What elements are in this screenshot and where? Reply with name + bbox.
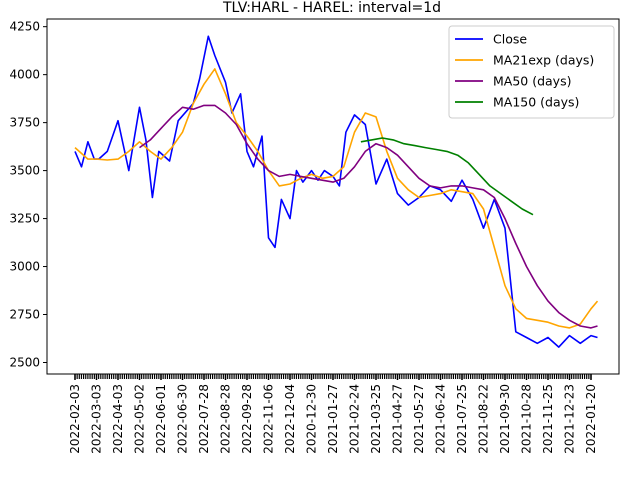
x-tick-label: 2022-12-04 [283, 384, 297, 454]
y-tick-label: 3000 [9, 260, 40, 274]
y-tick-label: 4000 [9, 68, 40, 82]
chart-title: TLV:HARL - HAREL: interval=1d [222, 0, 441, 16]
x-tick-label: 2022-06-30 [176, 384, 190, 454]
x-tick-label: 2021-01-27 [326, 384, 340, 454]
legend: Close MA21exp (days) MA50 (days) MA150 (day… [448, 25, 615, 119]
x-tick-label: 2021-07-25 [455, 384, 469, 454]
x-tick-label: 2022-07-28 [197, 384, 211, 454]
legend-box [448, 25, 615, 119]
y-axis: 2500 2750 3000 3250 3500 3750 4000 4250 [9, 20, 47, 369]
legend-label: MA50 (days) [493, 74, 571, 89]
x-tick-label: 2022-06-01 [154, 384, 168, 454]
x-tick-label: 2021-10-28 [520, 384, 534, 454]
x-tick-label: 2022-05-02 [133, 384, 147, 454]
legend-label: MA150 (days) [493, 95, 579, 110]
x-tick-label: 2022-01-20 [584, 384, 598, 454]
x-tick-label: 2021-06-24 [434, 384, 448, 454]
x-tick-label: 2022-08-28 [219, 384, 233, 454]
x-tick-label: 2021-05-27 [412, 384, 426, 454]
x-tick-label: 2022-02-03 [68, 384, 82, 454]
y-tick-label: 3500 [9, 164, 40, 178]
series-line-3 [360, 137, 534, 216]
series-lines [74, 35, 599, 348]
x-tick-label: 2022-09-28 [240, 384, 254, 454]
x-tick-label: 2021-12-23 [563, 384, 577, 454]
x-tick-label: 2020-12-30 [305, 384, 319, 454]
x-tick-label: 2022-03-03 [90, 384, 104, 454]
y-tick-label: 2750 [9, 308, 40, 322]
y-tick-label: 2500 [9, 355, 40, 369]
x-tick-label: 2021-08-22 [477, 384, 491, 454]
x-tick-label: 2021-02-24 [348, 384, 362, 454]
y-tick-label: 4250 [9, 20, 40, 34]
series-line-1 [74, 68, 599, 329]
x-tick-label: 2022-11-06 [262, 384, 276, 454]
legend-label: Close [493, 32, 527, 47]
x-tick-label: 2021-03-25 [369, 384, 383, 454]
y-tick-label: 3750 [9, 116, 40, 130]
series-line-2 [139, 104, 598, 329]
x-tick-label: 2021-09-30 [498, 384, 512, 454]
x-tick-label: 2021-11-25 [541, 384, 555, 454]
x-tick-label: 2022-04-03 [111, 384, 125, 454]
y-tick-label: 3250 [9, 212, 40, 226]
legend-label: MA21exp (days) [493, 53, 594, 68]
x-tick-label: 2021-04-27 [391, 384, 405, 454]
x-axis: 2022-02-03 2022-03-03 2022-04-03 2022-05-02… [68, 374, 598, 454]
